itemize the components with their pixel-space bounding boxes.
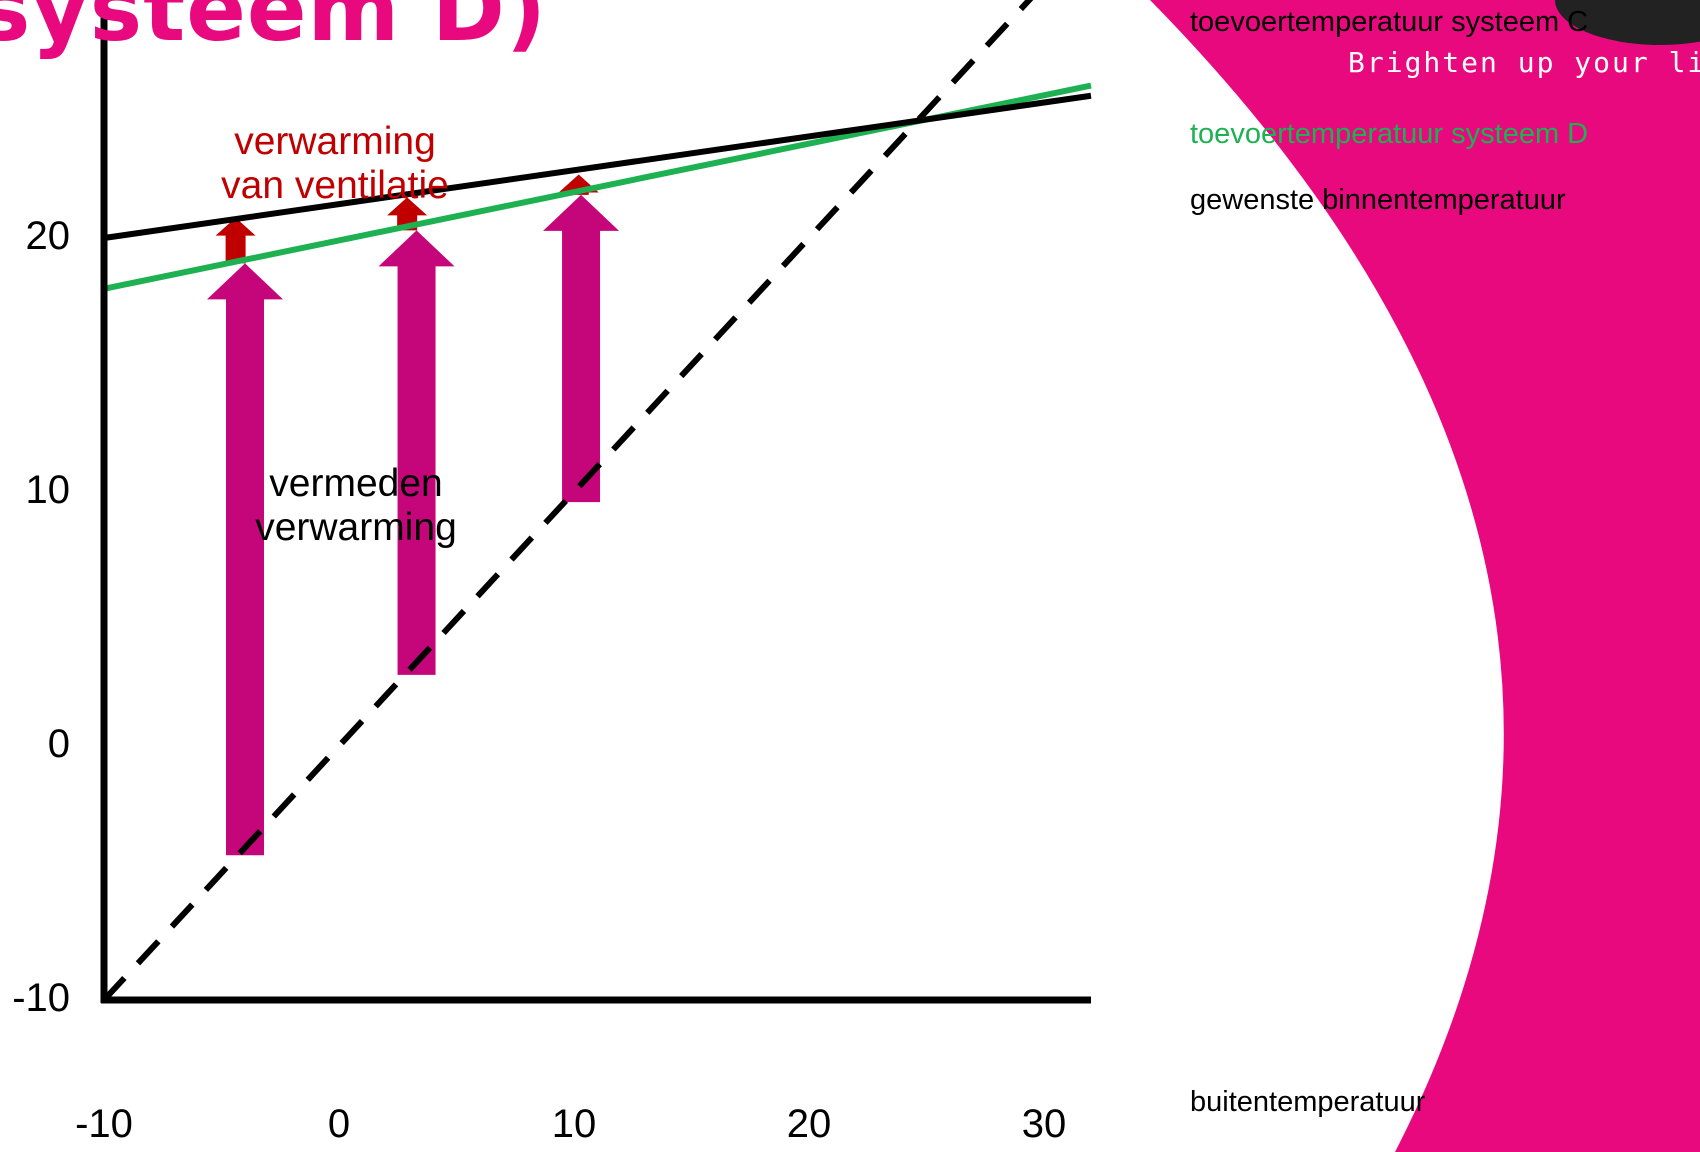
annotation-ventilation-heating: verwarming van ventilatie [221, 120, 449, 208]
y-tick-label: -10 [12, 976, 70, 1020]
x-tick-label: 20 [786, 1102, 832, 1146]
desired-indoor-temp-line [103, 92, 1092, 241]
annotation-avoided-heating: vermeden verwarming [255, 462, 457, 550]
series-label-system-c: toevoertemperatuur systeem C [1190, 6, 1589, 38]
slide-title-fragment: systeem D) [0, 0, 548, 61]
x-tick-label: 0 [327, 1102, 351, 1146]
series-label-system-d: toevoertemperatuur systeem D [1190, 118, 1589, 150]
x-tick-label: -10 [75, 1102, 133, 1146]
x-tick-label: 30 [1021, 1102, 1067, 1146]
avoided-heating-arrow-3 [543, 194, 620, 503]
series-label-desired: gewenste binnentemperatuur [1190, 184, 1566, 216]
plot-area [100, 0, 1092, 1004]
brand-tagline: Brighten up your li [1348, 46, 1700, 79]
brand-decor [1150, 0, 1700, 1152]
annotation-line: vermeden [269, 462, 443, 505]
x-axis-label: buitentemperatuur [1190, 1086, 1426, 1118]
y-tick-label: 20 [25, 214, 71, 258]
x-tick-label: 10 [551, 1102, 597, 1146]
logo-corner-shape [1555, 0, 1700, 45]
annotation-line: verwarming [255, 506, 457, 549]
y-tick-label: 30 [26, 0, 71, 5]
annotation-line: verwarming [234, 120, 436, 163]
magenta-swoosh [1150, 0, 1700, 1152]
avoided-heating-arrow-1 [207, 263, 283, 856]
ventilation-heating-arrow-1 [215, 217, 256, 264]
y-tick-label: 10 [25, 468, 71, 512]
annotation-line: van ventilatie [221, 164, 449, 207]
avoided-heating-arrow-2 [378, 230, 455, 675]
supply-temp-system-c-line [101, 0, 1034, 1003]
y-tick-label: 0 [47, 722, 70, 766]
